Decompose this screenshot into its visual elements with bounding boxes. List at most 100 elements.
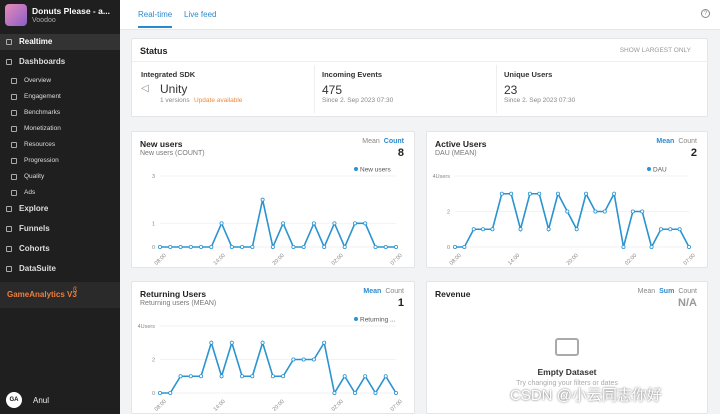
toggle-option[interactable]: Mean	[656, 138, 675, 145]
toggle-option[interactable]: Mean	[363, 288, 382, 295]
point	[352, 391, 357, 396]
nav-item[interactable]: Benchmarks	[0, 105, 120, 121]
sdk-update[interactable]: Update available	[194, 97, 243, 104]
events-label: Incoming Events	[322, 70, 383, 79]
chart-total: 1	[397, 297, 404, 309]
point	[157, 391, 162, 396]
brand-badge: ß	[73, 287, 78, 294]
y-tick-label: 3	[152, 174, 155, 180]
nav-label: Explore	[19, 204, 49, 213]
events-since: Since 2. Sep 2023 07:30	[322, 97, 394, 104]
chart-panel: Returning Users Returning users (MEAN) Mea…	[131, 281, 415, 414]
nav-label: Overview	[24, 77, 52, 84]
point	[462, 245, 467, 250]
toggle-option[interactable]: Count	[385, 288, 404, 295]
line	[455, 191, 690, 250]
status-title: Status	[140, 46, 168, 56]
toggle: Mean Sum Count	[634, 288, 697, 295]
point	[373, 245, 378, 250]
point	[281, 374, 286, 379]
point	[593, 209, 598, 214]
nav-item[interactable]: Resources	[0, 137, 120, 153]
nav-item[interactable]: Overview	[0, 73, 120, 89]
point	[301, 357, 306, 362]
nav-item[interactable]: Monetization	[0, 121, 120, 137]
point	[270, 374, 275, 379]
y-tick-label: 2	[447, 210, 450, 216]
y-tick-label: 0	[152, 391, 155, 397]
point	[219, 221, 224, 226]
nav-item[interactable]: Ads	[0, 185, 120, 201]
point	[188, 245, 193, 250]
toggle-option[interactable]: Mean	[362, 138, 380, 145]
tab[interactable]: Live feed	[184, 10, 217, 19]
users-label: Unique Users	[504, 70, 553, 79]
events-value: 475	[322, 83, 343, 97]
point	[352, 221, 357, 226]
tab[interactable]: Real-time	[138, 10, 173, 28]
x-tick-label: 14:00	[213, 253, 227, 267]
user-name[interactable]: Anul	[33, 396, 50, 405]
nav-item[interactable]: Explore	[0, 201, 120, 217]
point	[219, 374, 224, 379]
line	[160, 340, 397, 396]
nav-item[interactable]: Dashboards	[0, 54, 120, 70]
toggle-option[interactable]: Count	[383, 138, 404, 145]
nav-label: Funnels	[19, 224, 50, 233]
point	[250, 374, 255, 379]
help-icon[interactable]: ?	[701, 9, 710, 18]
point	[301, 245, 306, 250]
point	[342, 374, 347, 379]
toggle: Mean Count	[358, 138, 404, 145]
point	[546, 227, 551, 232]
users-since: Since 2. Sep 2023 07:30	[504, 97, 576, 104]
nav-label: Dashboards	[19, 57, 66, 66]
legend-swatch	[354, 317, 358, 321]
point	[574, 227, 579, 232]
empty-title: Empty Dataset	[537, 367, 597, 377]
point	[668, 227, 673, 232]
nav-item[interactable]: Funnels	[0, 221, 120, 237]
nav-item[interactable]: Quality	[0, 169, 120, 185]
nav-item[interactable]: Realtime	[0, 34, 120, 50]
app-name[interactable]: Donuts Please - a...	[32, 6, 110, 16]
toggle-option[interactable]: Count	[678, 288, 697, 295]
show-largest[interactable]: SHOW LARGEST ONLY	[619, 47, 691, 54]
nav-item[interactable]: DataSuite	[0, 261, 120, 277]
sdk-value: Unity	[160, 82, 188, 96]
point	[537, 191, 542, 196]
point	[178, 245, 183, 250]
nav-label: Realtime	[19, 37, 53, 46]
point	[383, 374, 388, 379]
point	[199, 245, 204, 250]
x-tick-label: 08:00	[449, 253, 463, 267]
point	[229, 340, 234, 345]
point	[270, 245, 275, 250]
point	[621, 245, 626, 250]
nav-icon	[6, 206, 12, 212]
nav-item[interactable]: Cohorts	[0, 241, 120, 257]
x-tick-label: 02:00	[624, 253, 638, 267]
point	[311, 221, 316, 226]
point	[281, 221, 286, 226]
legend-label: Returning ...	[360, 317, 396, 324]
nav-item[interactable]: Engagement	[0, 89, 120, 105]
point	[291, 357, 296, 362]
sdk-icon: ◁	[141, 83, 149, 94]
chart-title: New users	[140, 139, 183, 149]
point	[452, 245, 457, 250]
toggle-option[interactable]: Mean	[637, 288, 656, 295]
revenue-total: N/A	[678, 297, 697, 309]
app-sub: Voodoo	[32, 17, 56, 24]
point	[157, 245, 162, 250]
point	[342, 245, 347, 250]
point	[209, 245, 214, 250]
nav-icon	[6, 226, 12, 232]
nav-item[interactable]: Progression	[0, 153, 120, 169]
toggle-option[interactable]: Sum	[659, 288, 675, 295]
legend-label: New users	[360, 167, 391, 174]
chart: Returning ... 0 2 4Users 08:00 14:00 20:00 02:0…	[138, 317, 404, 413]
toggle: Mean Count	[652, 138, 697, 145]
toggle-option[interactable]: Count	[678, 138, 697, 145]
brand: GameAnalytics V3	[7, 290, 77, 299]
